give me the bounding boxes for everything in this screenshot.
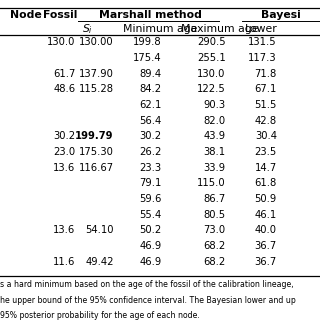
Text: 68.2: 68.2: [203, 241, 226, 251]
Text: 30.2: 30.2: [140, 131, 162, 141]
Text: 46.1: 46.1: [254, 210, 277, 220]
Text: 130.0: 130.0: [47, 37, 75, 47]
Text: 43.9: 43.9: [204, 131, 226, 141]
Text: Maximum age: Maximum age: [181, 24, 258, 34]
Text: 84.2: 84.2: [140, 84, 162, 94]
Text: 71.8: 71.8: [254, 68, 277, 79]
Text: 46.9: 46.9: [139, 241, 162, 251]
Text: 42.8: 42.8: [255, 116, 277, 126]
Text: 36.7: 36.7: [254, 241, 277, 251]
Text: 67.1: 67.1: [254, 84, 277, 94]
Text: Lower: Lower: [245, 24, 277, 34]
Text: 54.10: 54.10: [85, 225, 114, 236]
Text: Node: Node: [10, 10, 41, 20]
Text: 82.0: 82.0: [204, 116, 226, 126]
Text: 117.3: 117.3: [248, 53, 277, 63]
Text: 56.4: 56.4: [139, 116, 162, 126]
Text: 175.30: 175.30: [79, 147, 114, 157]
Text: 199.8: 199.8: [133, 37, 162, 47]
Text: 255.1: 255.1: [197, 53, 226, 63]
Text: 38.1: 38.1: [204, 147, 226, 157]
Text: 33.9: 33.9: [204, 163, 226, 173]
Text: 55.4: 55.4: [139, 210, 162, 220]
Text: 95% posterior probability for the age of each node.: 95% posterior probability for the age of…: [0, 311, 200, 320]
Text: 26.2: 26.2: [139, 147, 162, 157]
Text: 116.67: 116.67: [78, 163, 114, 173]
Text: 130.0: 130.0: [197, 68, 226, 79]
Text: 115.28: 115.28: [79, 84, 114, 94]
Text: Marshall method: Marshall method: [99, 10, 202, 20]
Text: 13.6: 13.6: [53, 225, 75, 236]
Text: Fossil: Fossil: [43, 10, 77, 20]
Text: 61.7: 61.7: [53, 68, 75, 79]
Text: 290.5: 290.5: [197, 37, 226, 47]
Text: he upper bound of the 95% confidence interval. The Bayesian lower and up: he upper bound of the 95% confidence int…: [0, 296, 296, 305]
Text: 59.6: 59.6: [139, 194, 162, 204]
Text: Bayesi: Bayesi: [261, 10, 301, 20]
Text: 80.5: 80.5: [204, 210, 226, 220]
Text: 131.5: 131.5: [248, 37, 277, 47]
Text: 23.3: 23.3: [140, 163, 162, 173]
Text: 175.4: 175.4: [133, 53, 162, 63]
Text: $S_i$: $S_i$: [82, 22, 92, 36]
Text: 30.2: 30.2: [53, 131, 75, 141]
Text: 46.9: 46.9: [139, 257, 162, 267]
Text: 14.7: 14.7: [254, 163, 277, 173]
Text: 61.8: 61.8: [254, 178, 277, 188]
Text: 40.0: 40.0: [255, 225, 277, 236]
Text: 51.5: 51.5: [254, 100, 277, 110]
Text: 36.7: 36.7: [254, 257, 277, 267]
Text: 130.00: 130.00: [79, 37, 114, 47]
Text: 79.1: 79.1: [139, 178, 162, 188]
Text: 115.0: 115.0: [197, 178, 226, 188]
Text: 13.6: 13.6: [53, 163, 75, 173]
Text: 11.6: 11.6: [53, 257, 75, 267]
Text: 199.79: 199.79: [75, 131, 114, 141]
Text: 30.4: 30.4: [255, 131, 277, 141]
Text: 68.2: 68.2: [203, 257, 226, 267]
Text: 48.6: 48.6: [53, 84, 75, 94]
Text: s a hard minimum based on the age of the fossil of the calibration lineage,: s a hard minimum based on the age of the…: [0, 280, 294, 289]
Text: 62.1: 62.1: [139, 100, 162, 110]
Text: 23.0: 23.0: [53, 147, 75, 157]
Text: 90.3: 90.3: [204, 100, 226, 110]
Text: 73.0: 73.0: [204, 225, 226, 236]
Text: 89.4: 89.4: [140, 68, 162, 79]
Text: 49.42: 49.42: [85, 257, 114, 267]
Text: 137.90: 137.90: [79, 68, 114, 79]
Text: 50.9: 50.9: [254, 194, 277, 204]
Text: 86.7: 86.7: [203, 194, 226, 204]
Text: 50.2: 50.2: [139, 225, 162, 236]
Text: Minimum age: Minimum age: [123, 24, 197, 34]
Text: 23.5: 23.5: [254, 147, 277, 157]
Text: 122.5: 122.5: [197, 84, 226, 94]
